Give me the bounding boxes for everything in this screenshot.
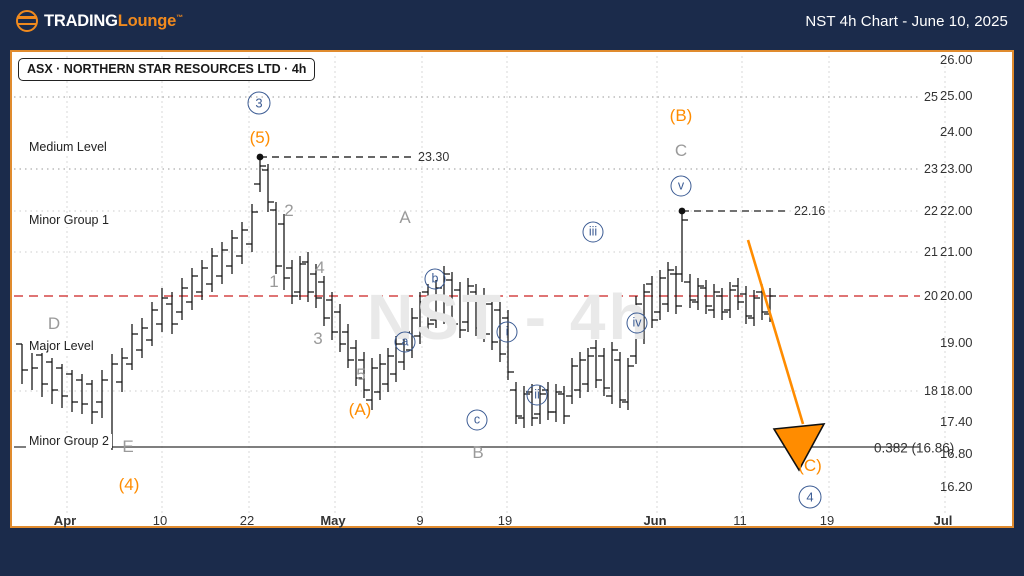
inner-price-25: 25 xyxy=(922,90,940,104)
wave-label-5-paren: (5) xyxy=(249,128,271,147)
level-label-major: Major Level xyxy=(26,339,97,353)
logo-wordmark: TRADINGLounge™ xyxy=(44,13,183,30)
page-title: NST 4h Chart - June 10, 2025 xyxy=(805,13,1008,30)
inner-price-21: 21 xyxy=(922,245,940,259)
wave-label-A: A xyxy=(399,208,411,227)
x-tick-label: 9 xyxy=(416,513,424,528)
logo-text-primary: TRADING xyxy=(44,11,118,30)
y-tick-label: 18.00 xyxy=(940,383,973,398)
level-label-medium: Medium Level xyxy=(26,140,110,154)
circled-label-ii: ii xyxy=(526,384,548,406)
x-axis: Apr 10 22 May 9 19 Jun 11 19 Jul xyxy=(10,513,1014,539)
x-tick-label: Jun xyxy=(643,513,667,528)
logo-text-secondary: Lounge xyxy=(117,11,177,30)
inner-price-18: 18 xyxy=(922,384,940,398)
wave-label-3: 3 xyxy=(313,329,323,348)
circled-label-iii: iii xyxy=(582,221,604,243)
price-marker-2216: 22.16 xyxy=(794,204,826,218)
inner-price-22: 22 xyxy=(922,204,940,218)
wave-label-4: 4 xyxy=(315,258,325,277)
y-tick-label: 25.00 xyxy=(940,88,973,103)
x-tick-label: 19 xyxy=(819,513,835,528)
x-tick-label: Apr xyxy=(53,513,77,528)
circled-label-4: 4 xyxy=(798,485,822,509)
price-marker-lines xyxy=(256,153,787,215)
wave-label-C: C xyxy=(674,141,688,160)
vertical-gridlines xyxy=(66,56,946,513)
y-tick-label: 16.80 xyxy=(940,446,973,461)
y-tick-label: 24.00 xyxy=(940,124,973,139)
logo-circle-icon xyxy=(16,10,38,32)
symbol-badge: ASX · NORTHERN STAR RESOURCES LTD · 4h xyxy=(18,58,316,81)
x-tick-label: 22 xyxy=(239,513,255,528)
level-label-minor-group-2: Minor Group 2 xyxy=(26,434,112,448)
y-tick-label: 17.40 xyxy=(940,414,973,429)
price-marker-2330: 23.30 xyxy=(418,150,450,164)
y-tick-label: 23.00 xyxy=(940,161,973,176)
x-tick-label: 19 xyxy=(497,513,513,528)
logo-trademark: ™ xyxy=(176,14,183,22)
x-tick-label: 10 xyxy=(152,513,168,528)
circled-label-i: i xyxy=(496,321,518,343)
y-tick-label: 20.00 xyxy=(940,288,973,303)
wave-label-2: 2 xyxy=(284,201,294,220)
wave-label-B: B xyxy=(472,443,484,462)
chart-plot-area xyxy=(14,56,946,513)
horizontal-reference-lines xyxy=(14,96,920,448)
circled-label-b: b xyxy=(424,268,446,290)
inner-price-23: 23 xyxy=(922,162,940,176)
chart-panel: ASX · NORTHERN STAR RESOURCES LTD · 4h N… xyxy=(10,50,1014,528)
inner-price-20: 20 xyxy=(922,289,940,303)
wave-label-A-paren: (A) xyxy=(348,400,372,419)
wave-label-E: E xyxy=(122,437,134,456)
wave-label-1: 1 xyxy=(269,272,279,291)
y-tick-label: 22.00 xyxy=(940,203,973,218)
wave-label-4-paren: (4) xyxy=(118,475,140,494)
y-tick-label: 16.20 xyxy=(940,479,973,494)
wave-label-C-paren: (C) xyxy=(798,456,822,475)
x-tick-label: May xyxy=(320,513,346,528)
circled-label-iv: iv xyxy=(626,312,648,334)
y-tick-label: 21.00 xyxy=(940,244,973,259)
circled-label-c: c xyxy=(466,409,488,431)
level-label-minor-group-1: Minor Group 1 xyxy=(26,213,112,227)
y-tick-label: 19.00 xyxy=(940,335,973,350)
forecast-arrow-icon xyxy=(746,239,826,472)
tradinglounge-logo: TRADINGLounge™ xyxy=(16,10,183,32)
app-header: TRADINGLounge™ NST 4h Chart - June 10, 2… xyxy=(0,0,1024,44)
y-axis: 26.00 25.00 24.00 23.00 22.00 21.00 20.0… xyxy=(926,52,1022,522)
wave-label-5: 5 xyxy=(356,365,366,384)
circled-label-3: 3 xyxy=(247,91,271,115)
wave-label-B-paren: (B) xyxy=(669,106,693,125)
y-tick-label: 26.00 xyxy=(940,52,973,67)
circled-label-a: a xyxy=(394,331,416,353)
circled-label-v: v xyxy=(670,175,692,197)
fib-level-label: 0.382 (16.86) xyxy=(874,440,955,456)
x-tick-label: 11 xyxy=(733,513,747,528)
x-tick-label: Jul xyxy=(933,513,953,528)
wave-label-D: D xyxy=(47,314,61,333)
